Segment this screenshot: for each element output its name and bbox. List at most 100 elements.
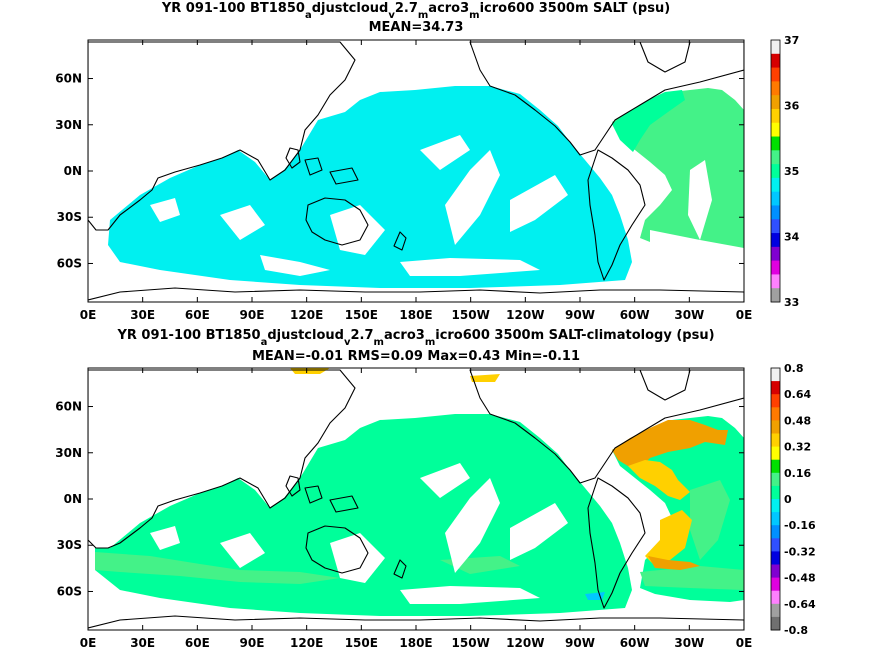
gulf-anomaly-yellow (628, 460, 690, 500)
colorbar-frame (770, 367, 781, 631)
x-tick-label: 120W (506, 308, 544, 322)
x-tick-label: 150W (452, 636, 490, 650)
south-atlantic-orange (648, 556, 700, 570)
x-tick-label: 30W (674, 636, 704, 650)
y-tick-label: 30S (57, 210, 82, 224)
panel-salinity-anomaly: YR 091-100 BT1850adjustcloudv2.7macro3mi… (55, 328, 816, 650)
colorbar-label: 0 (784, 493, 792, 506)
colorbar-swatch (771, 603, 780, 618)
colorbar-label: 34 (784, 231, 800, 244)
colorbar-swatch (771, 381, 780, 395)
colorbar-swatch (771, 164, 780, 179)
colorbar-swatch (771, 122, 780, 138)
landmasses (88, 369, 744, 630)
colorbar-swatch (771, 433, 780, 448)
landmasses (88, 41, 744, 302)
panel-title: YR 091-100 BT1850adjustcloudv2.7macro3mi… (161, 1, 670, 21)
x-tick-label: 120W (506, 636, 544, 650)
colorbar-swatch (771, 219, 780, 234)
colorbar-swatch (771, 177, 780, 193)
colorbar-swatch (771, 512, 780, 526)
y-tick-label: 30S (57, 538, 82, 552)
y-tick-label: 0N (64, 492, 82, 506)
colorbar-swatch (771, 67, 780, 82)
y-tick-label: 30N (55, 118, 82, 132)
colorbar-swatch (771, 95, 780, 110)
x-axis: 0E 30E 60E 90E 120E 150E 180E 150W 120W 90W 60W 30W… (80, 368, 753, 650)
map-field (88, 368, 744, 630)
colorbar-swatch (771, 551, 780, 565)
colorbar-swatch (771, 40, 780, 55)
colorbar-swatch (771, 459, 780, 474)
colorbar-swatch (771, 577, 780, 592)
colorbar-swatch (771, 368, 780, 382)
colorbar-swatch (771, 260, 780, 275)
colorbar-swatch (771, 525, 780, 539)
southern-blue (585, 592, 605, 600)
x-tick-label: 30E (130, 308, 155, 322)
ridge-gaps (150, 463, 568, 604)
y-tick-label: 60N (55, 72, 82, 86)
colorbar-swatch (771, 274, 780, 289)
colorbar-swatch (771, 246, 780, 262)
colorbar-swatch (771, 205, 780, 220)
panel-stats: MEAN=-0.01 RMS=0.09 Max=0.43 Min=-0.11 (252, 349, 580, 364)
x-axis: 0E 30E 60E 90E 120E 150E 180E 150W 120W 90W 60W 30W… (80, 40, 753, 322)
colorbar-swatch (771, 420, 780, 434)
colorbar-label: -0.16 (784, 519, 816, 532)
colorbar-swatch (771, 53, 780, 69)
panel-title: YR 091-100 BT1850adjustcloudv2.7macro3mi… (116, 328, 714, 348)
colorbar-label: 36 (784, 100, 800, 113)
colorbar-swatch (771, 150, 780, 165)
x-tick-label: 0E (736, 308, 753, 322)
y-tick-label: 0N (64, 164, 82, 178)
panel-stats: MEAN=34.73 (369, 20, 464, 35)
x-tick-label: 90E (240, 308, 265, 322)
x-tick-label: 90W (565, 308, 595, 322)
y-axis: 60N 30N 0N 30S 60S (55, 400, 744, 598)
colorbar-label: 0.32 (784, 441, 811, 454)
colorbar-swatch (771, 538, 780, 552)
colorbar-label: -0.8 (784, 624, 808, 637)
arctic-anomaly-2 (470, 374, 500, 382)
colorbar-swatch (771, 616, 780, 631)
colorbar-label: 37 (784, 34, 799, 47)
x-tick-label: 0E (80, 308, 97, 322)
x-tick-label: 150E (345, 636, 378, 650)
colorbar-label: -0.32 (784, 545, 816, 558)
x-tick-label: 30W (674, 308, 704, 322)
colorbar-label: 33 (784, 296, 799, 309)
colorbar-swatch (771, 407, 780, 421)
colorbar-swatch (771, 485, 780, 500)
x-tick-label: 150E (345, 308, 378, 322)
x-tick-label: 120E (290, 308, 323, 322)
x-tick-label: 60W (620, 308, 650, 322)
colorbar: 0.8 0.64 0.48 0.32 0.16 0 -0.16 -0.32 -0.48 -0.64… (770, 362, 816, 637)
x-tick-label: 90E (240, 636, 265, 650)
x-tick-label: 0E (80, 636, 97, 650)
colorbar-swatch (771, 108, 780, 124)
x-tick-label: 60E (185, 636, 210, 650)
colorbar-frame (770, 39, 781, 303)
south-atlantic-yellow (645, 510, 692, 566)
x-tick-label: 60W (620, 636, 650, 650)
x-tick-label: 180E (399, 636, 432, 650)
x-tick-label: 150W (452, 308, 490, 322)
x-tick-label: 120E (290, 636, 323, 650)
colorbar-swatch (771, 564, 780, 579)
panel-salinity: YR 091-100 BT1850adjustcloudv2.7macro3mi… (55, 1, 799, 322)
colorbar-label: 0.16 (784, 467, 811, 480)
colorbar-swatch (771, 233, 780, 248)
x-tick-label: 0E (736, 636, 753, 650)
ridge-gaps (150, 135, 744, 276)
y-tick-label: 60S (57, 256, 82, 270)
colorbar-label: 35 (784, 165, 799, 178)
colorbar-label: 0.8 (784, 362, 804, 375)
colorbar-swatch (771, 499, 780, 513)
colorbar-swatch (771, 446, 780, 461)
x-tick-label: 180E (399, 308, 432, 322)
colorbar-swatch (771, 472, 780, 487)
gulf-stream-band (612, 90, 685, 152)
colorbar-swatch (771, 81, 780, 96)
colorbar-swatch (771, 136, 780, 151)
